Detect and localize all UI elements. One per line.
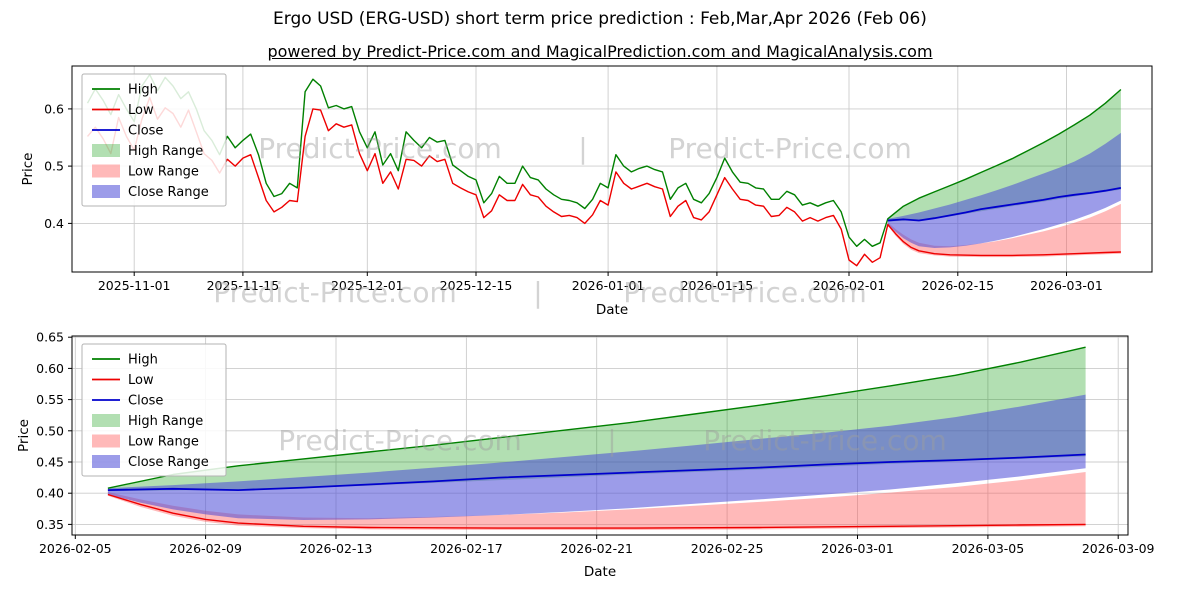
x-tick-label: 2026-03-01 (1030, 278, 1103, 293)
page-title: Ergo USD (ERG-USD) short term price pred… (273, 9, 927, 29)
legend-label: Close (128, 394, 163, 409)
y-tick-label: 0.35 (36, 517, 64, 532)
x-tick-label: 2026-01-01 (572, 278, 645, 293)
y-tick-label: 0.4 (44, 216, 64, 231)
low-range-band (887, 203, 1121, 258)
watermark-text: | (578, 132, 587, 165)
y-tick-label: 0.65 (36, 330, 64, 345)
close-range-legend-swatch-icon (92, 455, 120, 468)
legend-label: Close Range (128, 185, 209, 200)
legend-label: Low Range (128, 435, 199, 450)
y-tick-label: 0.5 (44, 159, 64, 174)
x-tick-label: 2026-02-13 (300, 541, 373, 556)
close-range-band (887, 132, 1121, 248)
x-tick-label: 2025-11-01 (98, 278, 171, 293)
legend-label: High (128, 353, 158, 368)
x-tick-label: 2026-02-05 (39, 541, 112, 556)
legend-label: Low (128, 373, 154, 388)
close-line (887, 187, 1122, 222)
close-line (107, 453, 1086, 492)
y-tick-label: 0.55 (36, 392, 64, 407)
watermark-text: Predict-Price.com (623, 276, 867, 309)
legend-label: Close (128, 124, 163, 139)
legend-label: High (128, 83, 158, 98)
y-axis-label: Price (16, 419, 32, 452)
x-tick-label: 2026-03-09 (1082, 541, 1155, 556)
y-tick-label: 0.45 (36, 455, 64, 470)
high-line (107, 346, 1086, 489)
high-line (86, 73, 1122, 248)
y-axis-label: Price (20, 153, 36, 186)
x-tick-label: 2026-01-15 (681, 278, 754, 293)
x-tick-label: 2026-02-21 (560, 541, 633, 556)
low-line (86, 96, 1121, 267)
watermark-text: | (607, 424, 616, 457)
low-range-band (107, 472, 1086, 530)
legend-label: Close Range (128, 455, 209, 470)
close-range-band (107, 394, 1086, 520)
close-range-legend-swatch-icon (92, 185, 120, 198)
subtitle-links: powered by Predict-Price.com and Magical… (267, 42, 933, 61)
x-tick-label: 2025-12-15 (440, 278, 513, 293)
x-tick-label: 2026-02-25 (691, 541, 764, 556)
x-tick-label: 2026-02-17 (430, 541, 503, 556)
legend-label: Low Range (128, 165, 199, 180)
low-range-legend-swatch-icon (92, 164, 120, 178)
watermark-text: Predict-Price.com (278, 424, 522, 457)
x-axis-label: Date (596, 302, 628, 318)
high-range-legend-swatch-icon (92, 144, 120, 157)
forecast-detail-chart: 2026-02-05 2026-02-09 2026-02-13 2026-02-17… (16, 330, 1155, 580)
legend-box (81, 343, 227, 477)
x-tick-label: 2026-02-15 (921, 278, 994, 293)
high-range-legend-swatch-icon (92, 414, 120, 427)
history-and-forecast-chart: 2025-11-01 2025-11-15 2025-12-01 2025-12-15… (20, 65, 1153, 318)
legend-box (81, 73, 227, 207)
low-line (107, 493, 1086, 529)
plot-border (71, 335, 1129, 536)
y-tick-label: 0.60 (36, 361, 64, 376)
y-tick-label: 0.6 (44, 101, 64, 116)
y-tick-label: 0.50 (36, 423, 64, 438)
watermark-text: Predict-Price.com (213, 276, 457, 309)
x-tick-label: 2026-02-01 (813, 278, 886, 293)
x-tick-label: 2025-12-01 (331, 278, 404, 293)
low-range-legend-swatch-icon (92, 434, 120, 448)
legend-label: High Range (128, 414, 203, 429)
plot-border (71, 65, 1153, 273)
y-tick-label: 0.40 (36, 486, 64, 501)
x-tick-label: 2026-02-09 (169, 541, 242, 556)
x-tick-label: 2026-03-05 (952, 541, 1025, 556)
watermark-text: Predict-Price.com (258, 132, 502, 165)
watermark-text: Predict-Price.com (703, 424, 947, 457)
legend-label: Low (128, 103, 154, 118)
x-tick-label: 2025-11-15 (207, 278, 280, 293)
x-axis-label: Date (584, 564, 616, 580)
watermark-text: Predict-Price.com (668, 132, 912, 165)
legend-label: High Range (128, 144, 203, 159)
watermark-text: | (533, 276, 542, 309)
x-tick-label: 2026-03-01 (821, 541, 894, 556)
